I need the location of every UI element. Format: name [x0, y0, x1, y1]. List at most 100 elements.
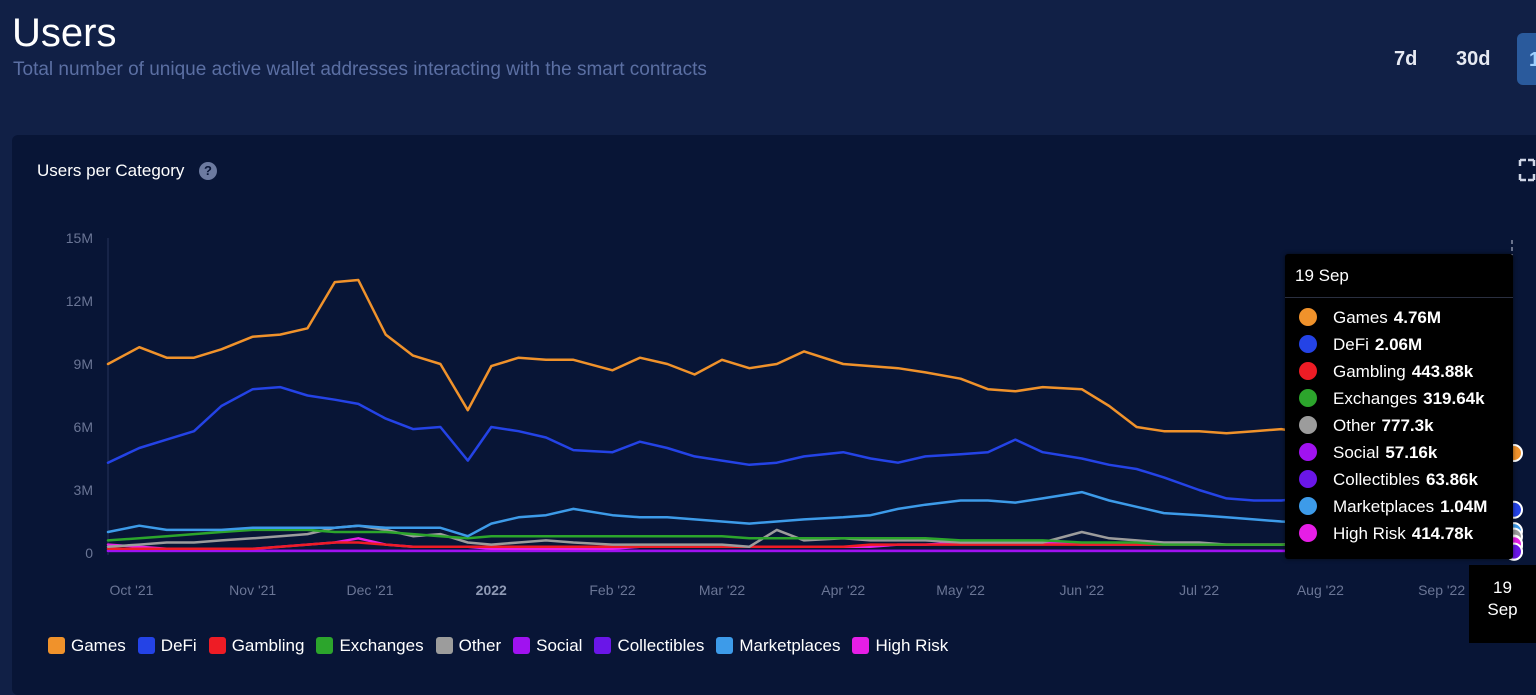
legend-swatch: [435, 637, 453, 654]
date-tag-day: 19: [1493, 578, 1512, 597]
crosshair-date-tag: 19 Sep: [1469, 565, 1536, 643]
legend-item-exchanges[interactable]: Exchanges: [316, 636, 424, 656]
tooltip-date: 19 Sep: [1295, 266, 1349, 285]
tooltip-series-dot: [1299, 497, 1317, 515]
x-tick-label: 2022: [476, 582, 507, 598]
y-tick-label: 0: [85, 545, 93, 561]
legend-item-other[interactable]: Other: [435, 636, 502, 656]
chart-title: Users per Category: [37, 161, 185, 180]
legend-swatch: [594, 637, 612, 654]
chart-card: [12, 135, 1536, 695]
legend-item-high-risk[interactable]: High Risk: [852, 636, 948, 656]
x-tick-label: Jun '22: [1059, 582, 1104, 598]
chart-legend: Games DeFi Gambling Exchanges Other Social Col…: [48, 636, 960, 658]
legend-item-defi[interactable]: DeFi: [137, 636, 197, 656]
tooltip-series-value: 4.76M: [1393, 308, 1442, 327]
x-tick-label: Oct '21: [110, 582, 154, 598]
legend-item-gambling[interactable]: Gambling: [208, 636, 305, 656]
tooltip-series-name: DeFi: [1333, 335, 1369, 354]
tooltip-series-value: 319.64k: [1423, 389, 1485, 408]
series-line-defi: [106, 385, 1514, 511]
tooltip-row: Gambling 443.88k: [1299, 362, 1473, 384]
tooltip-series-name: High Risk: [1333, 524, 1406, 543]
series-line-marketplaces: [106, 490, 1514, 538]
legend-label: DeFi: [160, 636, 197, 655]
page-subtitle: Total number of unique active wallet add…: [13, 59, 707, 80]
tooltip-series-dot: [1299, 389, 1317, 407]
tooltip-row: Exchanges 319.64k: [1299, 389, 1485, 411]
series-line-social: [106, 549, 1514, 554]
range-7d-button[interactable]: 7d: [1394, 48, 1418, 70]
legend-item-marketplaces[interactable]: Marketplaces: [716, 636, 840, 656]
tooltip-series-value: 57.16k: [1385, 443, 1438, 462]
tooltip-series-dot: [1299, 470, 1317, 488]
x-tick-label: Jul '22: [1179, 582, 1219, 598]
tooltip-row: Other 777.3k: [1299, 416, 1434, 438]
tooltip-series-name: Gambling: [1333, 362, 1406, 381]
legend-swatch: [513, 637, 531, 654]
tooltip-row: DeFi 2.06M: [1299, 335, 1422, 357]
legend-label: High Risk: [875, 636, 949, 655]
legend-label: Social: [536, 636, 583, 655]
tooltip-series-name: Other: [1333, 416, 1376, 435]
tooltip-row: Collectibles 63.86k: [1299, 470, 1478, 492]
x-tick-label: Dec '21: [347, 582, 394, 598]
tooltip-row: Social 57.16k: [1299, 443, 1437, 465]
tooltip-series-dot: [1299, 335, 1317, 353]
series-line-games: [106, 278, 1514, 455]
y-tick-label: 6M: [74, 419, 93, 435]
tooltip-series-value: 1.04M: [1440, 497, 1488, 516]
legend-label: Marketplaces: [739, 636, 841, 655]
legend-label: Other: [458, 636, 502, 655]
legend-swatch: [48, 637, 65, 654]
legend-swatch: [137, 637, 155, 654]
tooltip-row: Games 4.76M: [1299, 308, 1441, 330]
tooltip-series-dot: [1299, 416, 1317, 434]
x-tick-label: May '22: [936, 582, 985, 598]
tooltip-series-value: 63.86k: [1425, 470, 1478, 489]
legend-label: Exchanges: [339, 636, 424, 655]
legend-item-games[interactable]: Games: [48, 636, 126, 656]
y-tick-label: 9M: [74, 356, 93, 372]
tooltip-row: High Risk 414.78k: [1299, 524, 1473, 546]
tooltip-series-name: Exchanges: [1333, 389, 1418, 408]
date-tag-month: Sep: [1487, 600, 1518, 619]
legend-item-social[interactable]: Social: [513, 636, 582, 656]
tooltip-row: Marketplaces 1.04M: [1299, 497, 1487, 519]
series-line-exchanges: [106, 528, 1514, 548]
legend-label: Collectibles: [617, 636, 705, 655]
legend-item-collectibles[interactable]: Collectibles: [594, 636, 704, 656]
tooltip-series-name: Marketplaces: [1333, 497, 1435, 516]
tooltip-separator: [1285, 297, 1513, 298]
tooltip-series-name: Social: [1333, 443, 1380, 462]
tooltip-series-name: Games: [1333, 308, 1388, 327]
tooltip-series-value: 443.88k: [1411, 362, 1474, 381]
legend-swatch: [316, 637, 334, 654]
tooltip-series-dot: [1299, 308, 1317, 326]
tooltip-series-dot: [1299, 524, 1317, 542]
x-tick-label: Apr '22: [821, 582, 865, 598]
legend-label: Games: [71, 636, 126, 655]
expand-icon[interactable]: [1518, 158, 1536, 182]
range-30d-button[interactable]: 30d: [1456, 48, 1491, 70]
tooltip-series-name: Collectibles: [1333, 470, 1420, 489]
tooltip-series-value: 414.78k: [1411, 524, 1474, 543]
tooltip-series-value: 2.06M: [1374, 335, 1423, 354]
legend-swatch: [852, 637, 870, 654]
y-tick-label: 3M: [74, 482, 93, 498]
legend-swatch: [208, 637, 226, 654]
range-1y-button[interactable]: 1: [1517, 33, 1536, 85]
x-tick-label: Mar '22: [699, 582, 745, 598]
x-tick-label: Aug '22: [1297, 582, 1344, 598]
chart-tooltip: 19 Sep Games 4.76M DeFi 2.06M Gambling 443.88…: [1285, 254, 1513, 559]
tooltip-series-dot: [1299, 362, 1317, 380]
legend-label: Gambling: [231, 636, 305, 655]
tooltip-series-dot: [1299, 443, 1317, 461]
tooltip-series-value: 777.3k: [1381, 416, 1434, 435]
help-icon[interactable]: ?: [199, 162, 217, 180]
page-title: Users: [12, 11, 117, 55]
x-tick-label: Nov '21: [229, 582, 276, 598]
legend-swatch: [716, 637, 734, 654]
x-tick-label: Sep '22: [1418, 582, 1465, 598]
y-tick-label: 12M: [66, 293, 93, 309]
